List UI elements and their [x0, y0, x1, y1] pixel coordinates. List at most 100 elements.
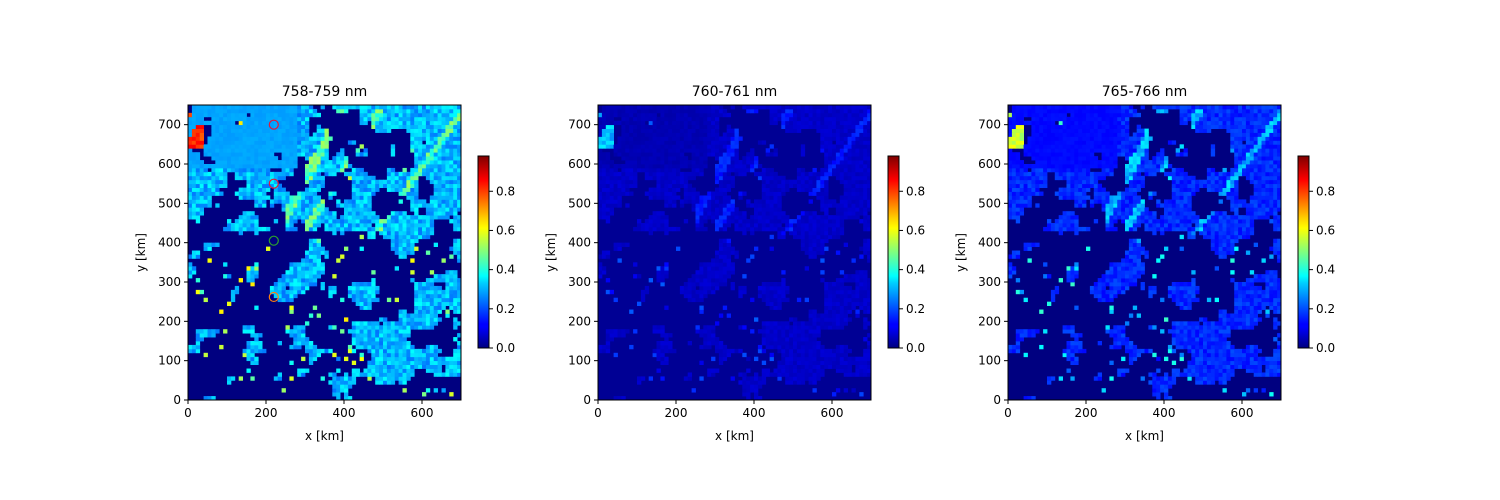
heatmap-cell — [711, 203, 716, 208]
heatmap-cell — [273, 124, 279, 129]
heatmap-cell — [297, 270, 302, 275]
heatmap-cell — [656, 223, 661, 228]
heatmap-cell — [633, 156, 638, 161]
heatmap-cell — [344, 388, 349, 393]
heatmap-cell — [703, 289, 708, 295]
heatmap-cell — [703, 219, 708, 224]
heatmap-cell — [598, 211, 603, 216]
heatmap-cell — [789, 337, 794, 342]
heatmap-cell — [386, 128, 392, 133]
heatmap-cell — [351, 215, 357, 220]
heatmap-cell — [250, 195, 255, 200]
heatmap-cell — [425, 148, 431, 153]
heatmap-cell — [859, 156, 864, 161]
heatmap-cell — [601, 179, 607, 185]
heatmap-cell — [437, 348, 442, 354]
heatmap-cell — [656, 191, 661, 196]
heatmap-cell — [324, 156, 329, 161]
heatmap-cell — [785, 215, 790, 220]
heatmap-cell — [316, 211, 321, 216]
heatmap-cell — [367, 333, 372, 338]
heatmap-cell — [418, 309, 423, 314]
heatmap-cell — [664, 120, 669, 126]
heatmap-cell — [433, 372, 438, 377]
heatmap-cell — [386, 368, 392, 373]
heatmap-cell — [418, 282, 423, 287]
heatmap-cell — [386, 329, 392, 334]
heatmap-cell — [621, 329, 626, 334]
heatmap-cell — [390, 148, 396, 153]
heatmap-cell — [441, 372, 446, 377]
heatmap-cell — [637, 108, 642, 114]
heatmap-cell — [328, 223, 333, 228]
heatmap-cell — [851, 289, 856, 295]
heatmap-cell — [246, 191, 251, 196]
heatmap-cell — [625, 156, 630, 161]
heatmap-cell — [254, 262, 259, 267]
heatmap-cell — [757, 348, 763, 354]
heatmap-cell — [757, 289, 763, 295]
heatmap-cell — [769, 329, 774, 334]
heatmap-cell — [804, 376, 809, 381]
heatmap-cell — [281, 120, 286, 126]
heatmap-cell — [285, 325, 290, 330]
heatmap-cell — [718, 344, 724, 350]
heatmap-cell — [843, 124, 848, 129]
heatmap-cell — [289, 266, 294, 271]
heatmap-cell — [230, 124, 236, 129]
heatmap-cell — [843, 179, 848, 185]
heatmap-cell — [402, 175, 407, 181]
heatmap-cell — [425, 108, 431, 114]
heatmap-cell — [422, 348, 427, 354]
heatmap-cell — [363, 183, 368, 188]
heatmap-cell — [297, 112, 302, 118]
heatmap-cell — [266, 156, 271, 161]
heatmap-cell — [316, 223, 321, 228]
heatmap-cell — [859, 124, 864, 129]
heatmap-cell — [711, 270, 716, 275]
heatmap-cell — [738, 285, 743, 291]
heatmap-cell — [293, 226, 298, 232]
heatmap-cell — [340, 152, 345, 157]
heatmap-cell — [242, 108, 247, 114]
heatmap-cell — [660, 128, 665, 133]
heatmap-cell — [726, 183, 731, 188]
heatmap-cell — [781, 191, 786, 196]
heatmap-cell — [793, 360, 798, 365]
heatmap-cell — [441, 108, 446, 114]
heatmap-cell — [839, 321, 845, 326]
heatmap-cell — [601, 167, 607, 173]
heatmap-cell — [855, 313, 860, 318]
heatmap-cell — [867, 372, 872, 377]
heatmap-cell — [383, 219, 388, 224]
heatmap-cell — [656, 179, 661, 185]
heatmap-cell — [660, 167, 665, 173]
heatmap-cell — [839, 120, 845, 126]
heatmap-cell — [188, 167, 193, 173]
heatmap-cell — [808, 116, 813, 122]
heatmap-cell — [820, 144, 825, 149]
heatmap-cell — [711, 368, 716, 373]
heatmap-cell — [785, 376, 790, 381]
heatmap-cell — [246, 164, 251, 169]
heatmap-cell — [347, 199, 353, 204]
heatmap-cell — [359, 285, 364, 291]
heatmap-cell — [390, 167, 396, 173]
heatmap-cell — [637, 301, 642, 306]
panel-1-colorbar: 0.00.20.40.60.8 — [477, 155, 515, 355]
heatmap-cell — [211, 329, 216, 334]
heatmap-cell — [383, 364, 388, 369]
heatmap-cell — [855, 203, 860, 208]
heatmap-cell — [320, 207, 325, 212]
heatmap-cell — [683, 282, 689, 287]
heatmap-cell — [609, 167, 614, 173]
heatmap-cell — [305, 278, 310, 283]
heatmap-cell — [410, 195, 415, 200]
heatmap-cell — [855, 112, 860, 118]
heatmap-cell — [223, 274, 228, 279]
heatmap-cell — [457, 372, 462, 377]
heatmap-cell — [238, 175, 243, 181]
heatmap-cell — [703, 278, 708, 283]
heatmap-cell — [308, 262, 314, 267]
heatmap-cell — [796, 376, 802, 381]
